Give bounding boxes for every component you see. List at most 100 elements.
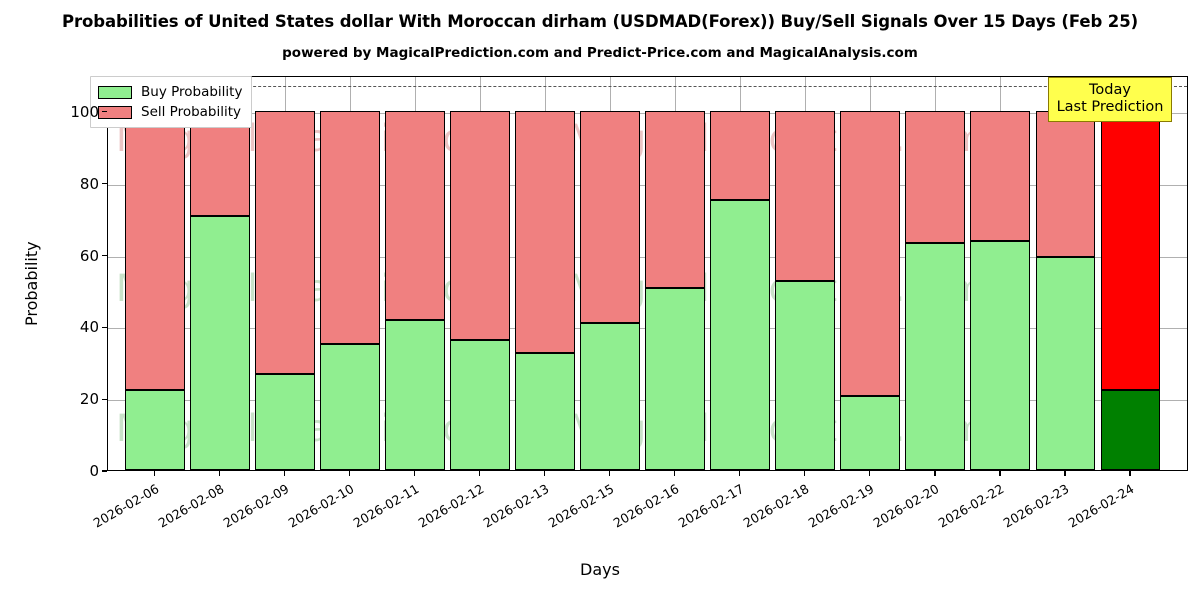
bar-segment-sell[interactable]	[1035, 110, 1096, 257]
bar-segment-buy[interactable]	[905, 243, 966, 470]
bar-segment-sell[interactable]	[385, 110, 445, 321]
x-axis-tick-label: 2026-02-16	[610, 481, 682, 531]
bar-segment-sell[interactable]	[775, 110, 836, 282]
bar-segment-sell[interactable]	[320, 110, 380, 344]
x-axis-tick-label: 2026-02-08	[155, 481, 227, 531]
x-axis-tick-label: 2026-02-19	[805, 481, 877, 531]
bar-group[interactable]	[1035, 77, 1096, 470]
bar-group[interactable]	[645, 77, 706, 470]
y-axis-tick-mark	[102, 398, 107, 400]
bar-segment-buy[interactable]	[1100, 389, 1161, 470]
bar-segment-sell[interactable]	[840, 110, 901, 396]
y-axis-tick-mark	[102, 183, 107, 185]
bar-group[interactable]	[710, 77, 771, 470]
y-axis-tick-label: 40	[79, 318, 99, 337]
bar-group[interactable]	[515, 77, 575, 470]
bar-group[interactable]	[320, 77, 380, 470]
bar-group[interactable]	[385, 77, 445, 470]
bar-segment-buy[interactable]	[254, 374, 315, 470]
bar-segment-buy[interactable]	[580, 323, 641, 470]
y-axis-tick-label: 0	[89, 462, 99, 480]
x-axis-tick-mark	[934, 471, 936, 476]
x-axis-tick-mark	[544, 471, 546, 476]
x-axis-tick-mark	[348, 471, 351, 476]
legend-item-sell: Sell Probability	[98, 102, 242, 122]
y-axis-tick-mark	[102, 111, 107, 113]
legend-swatch-sell	[98, 105, 132, 119]
x-axis-tick-mark	[153, 471, 156, 476]
bar-segment-sell[interactable]	[450, 110, 510, 340]
x-axis-tick-label: 2026-02-06	[90, 481, 162, 531]
bar-segment-buy[interactable]	[1035, 256, 1096, 470]
bar-segment-buy[interactable]	[450, 340, 510, 470]
x-axis-tick-mark	[804, 471, 806, 476]
bar-segment-sell[interactable]	[515, 110, 575, 354]
bar-segment-buy[interactable]	[840, 395, 901, 470]
bar-segment-sell[interactable]	[905, 110, 966, 244]
x-axis-tick-mark	[739, 471, 741, 476]
bar-group[interactable]	[840, 77, 901, 470]
bar-segment-buy[interactable]	[710, 199, 771, 470]
x-axis-tick-mark	[218, 471, 221, 476]
bar-segment-buy[interactable]	[320, 343, 380, 470]
x-axis-tick-label: 2026-02-24	[1066, 481, 1137, 531]
bar-segment-buy[interactable]	[645, 287, 706, 470]
x-axis-label: Days	[580, 560, 620, 579]
today-annotation-line1: Today	[1089, 82, 1131, 98]
today-annotation-box: Today Last Prediction	[1048, 77, 1172, 123]
y-axis-tick-mark	[102, 470, 107, 472]
x-axis-tick-mark	[999, 471, 1001, 476]
x-axis-tick-label: 2026-02-12	[415, 481, 487, 531]
bar-segment-sell[interactable]	[970, 110, 1031, 241]
x-axis-tick-label: 2026-02-23	[1001, 481, 1072, 531]
chart-legend: Buy Probability Sell Probability	[90, 76, 253, 128]
legend-item-buy: Buy Probability	[98, 82, 242, 102]
bar-group[interactable]	[124, 77, 185, 470]
x-axis-tick-label: 2026-02-18	[740, 481, 812, 531]
dashed-reference-line	[108, 85, 1187, 87]
chart-title: Probabilities of United States dollar Wi…	[61, 12, 1139, 31]
bar-segment-buy[interactable]	[385, 320, 445, 470]
y-axis-tick-label: 60	[79, 246, 99, 265]
bar-group[interactable]	[970, 77, 1031, 470]
bar-group[interactable]	[254, 77, 315, 470]
x-axis-tick-mark	[413, 471, 416, 476]
bar-segment-buy[interactable]	[970, 240, 1031, 470]
x-axis-tick-label: 2026-02-22	[935, 481, 1007, 531]
bar-segment-sell[interactable]	[710, 110, 771, 200]
bar-segment-buy[interactable]	[189, 216, 250, 470]
x-axis-tick-mark	[674, 471, 676, 476]
bar-segment-sell[interactable]	[580, 110, 641, 324]
y-axis-tick-label: 20	[79, 390, 99, 409]
x-axis-tick-label: 2026-02-15	[545, 481, 617, 531]
bar-group[interactable]	[905, 77, 966, 470]
x-axis-tick-label: 2026-02-17	[675, 481, 747, 531]
legend-label-buy: Buy Probability	[141, 84, 243, 100]
x-axis-tick-mark	[1129, 471, 1131, 476]
bar-segment-buy[interactable]	[515, 353, 575, 470]
bar-segment-sell[interactable]	[124, 110, 185, 390]
today-annotation-line2: Last Prediction	[1056, 99, 1164, 116]
x-axis-tick-label: 2026-02-11	[350, 481, 422, 531]
bar-segment-sell[interactable]	[645, 110, 706, 288]
bar-group[interactable]	[1100, 77, 1161, 470]
bar-segment-buy[interactable]	[775, 281, 836, 470]
x-axis-tick-label: 2026-02-13	[480, 481, 552, 531]
bar-group[interactable]	[450, 77, 510, 470]
x-axis-tick-label: 2026-02-10	[285, 481, 357, 531]
bar-group[interactable]	[189, 77, 250, 470]
bar-group[interactable]	[580, 77, 641, 470]
x-axis-tick-label: 2026-02-20	[870, 481, 942, 531]
bar-segment-sell[interactable]	[189, 110, 250, 217]
chart-subtitle: powered by MagicalPrediction.com and Pre…	[282, 45, 918, 61]
legend-label-sell: Sell Probability	[141, 104, 242, 120]
plot-area: MagicalAnalysis.comMagicalPrediction.com…	[107, 76, 1188, 471]
y-axis-tick-label: 100	[70, 102, 99, 121]
bar-group[interactable]	[775, 77, 836, 470]
y-axis-tick-label: 80	[79, 174, 99, 193]
bar-segment-sell[interactable]	[1100, 110, 1161, 390]
bar-segment-sell[interactable]	[254, 110, 315, 375]
bar-segment-buy[interactable]	[124, 389, 185, 470]
y-axis-tick-mark	[102, 254, 107, 257]
